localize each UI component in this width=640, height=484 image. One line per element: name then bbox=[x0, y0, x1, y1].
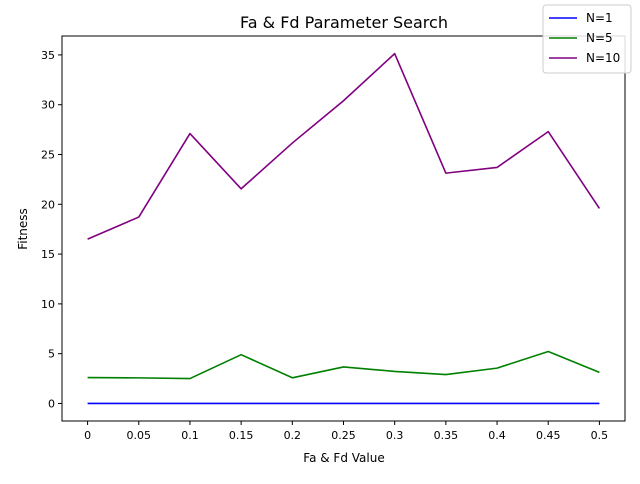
y-axis-label: Fitness bbox=[16, 208, 30, 250]
x-axis-label: Fa & Fd Value bbox=[303, 451, 384, 465]
legend-entry-label: N=1 bbox=[586, 11, 613, 25]
x-tick-label: 0.3 bbox=[386, 429, 404, 442]
series-line-n-5 bbox=[87, 350, 600, 380]
x-tick-label: 0.5 bbox=[591, 429, 609, 442]
y-tick-label: 15 bbox=[41, 248, 55, 261]
x-tick-label: 0.25 bbox=[331, 429, 356, 442]
x-tick-label: 0.2 bbox=[284, 429, 302, 442]
x-tick-label: 0.35 bbox=[434, 429, 459, 442]
x-axis: 0 0.05 0.1 0.15 0.2 0.25 0.3 0.35 0.4 0.45 0.5 bbox=[84, 421, 608, 442]
series-line-n-10 bbox=[87, 52, 601, 240]
y-tick-label: 20 bbox=[41, 198, 55, 211]
y-tick-label: 25 bbox=[41, 149, 55, 162]
x-tick-label: 0.05 bbox=[127, 429, 152, 442]
y-tick-label: 5 bbox=[48, 348, 55, 361]
y-axis: 0 5 10 15 20 25 30 35 bbox=[41, 49, 62, 410]
plot-marks bbox=[87, 52, 601, 405]
y-tick-label: 0 bbox=[48, 397, 55, 410]
x-tick-label: 0.1 bbox=[181, 429, 199, 442]
y-tick-label: 10 bbox=[41, 298, 55, 311]
y-tick-label: 35 bbox=[41, 49, 55, 62]
legend: N=1 N=5 N=10 bbox=[542, 4, 632, 74]
x-tick-label: 0.4 bbox=[488, 429, 506, 442]
x-tick-label: 0 bbox=[84, 429, 91, 442]
plot-frame bbox=[61, 35, 626, 422]
y-tick-label: 30 bbox=[41, 99, 55, 112]
x-tick-label: 0.15 bbox=[229, 429, 254, 442]
legend-entry-label: N=10 bbox=[586, 51, 620, 65]
x-tick-label: 0.45 bbox=[536, 429, 561, 442]
legend-entry-label: N=5 bbox=[586, 31, 613, 45]
chart-title: Fa & Fd Parameter Search bbox=[240, 13, 448, 32]
legend-box bbox=[542, 4, 632, 74]
